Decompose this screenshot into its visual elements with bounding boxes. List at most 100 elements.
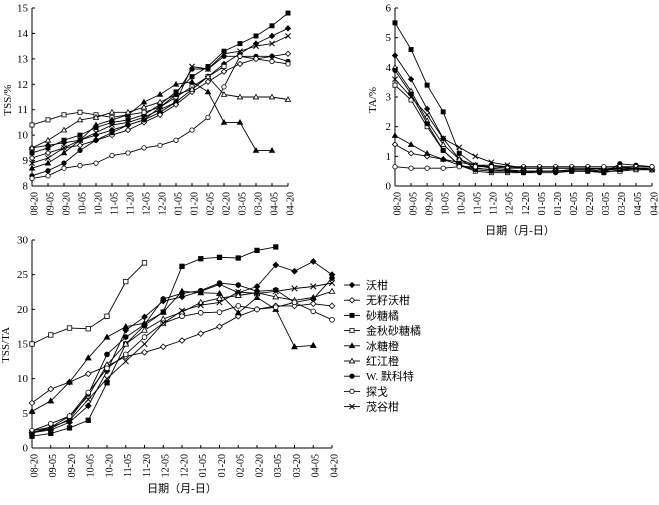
chart-ta-percent: 0 1 2 3 4 5 6 08-20 09-05 09-20 10-05 10-20 11-05 11-… [367, 3, 659, 238]
ta-data-point [440, 165, 446, 171]
tss-data-point [141, 114, 147, 121]
legend-marker [349, 312, 355, 318]
tss-x-tick-label: 01-05 [173, 192, 184, 215]
tss-data-point [189, 74, 195, 80]
ta-data-point [391, 132, 399, 138]
ratio-data-point [291, 267, 298, 275]
ta-data-point [392, 82, 398, 88]
ratio-data-point [291, 285, 298, 292]
ratio-data-point [29, 341, 35, 347]
ratio-data-point [103, 333, 111, 340]
ratio-x-tick-label: 09-20 [67, 454, 78, 477]
tss-data-point [220, 119, 228, 125]
ratio-data-point [28, 407, 36, 414]
ta-x-tick-label: 02-05 [569, 192, 580, 215]
tss-data-point [29, 150, 35, 156]
ratio-data-point [216, 299, 223, 306]
tss-data-point [204, 88, 212, 95]
ratio-data-point [66, 425, 73, 431]
ta-data-point [488, 164, 494, 170]
ratio-data-point [122, 351, 129, 358]
ta-data-point [616, 165, 623, 172]
tss-data-point [220, 91, 228, 97]
ta-data-point [455, 155, 463, 162]
ratio-x-axis-label: 日期（月-日） [147, 482, 217, 495]
tss-data-point [28, 164, 36, 171]
tss-data-point [189, 127, 195, 133]
legend-marker [349, 373, 355, 379]
ratio-data-point [179, 263, 185, 269]
tss-data-point [189, 63, 195, 70]
ratio-data-point [216, 309, 223, 315]
ta-data-point [536, 170, 543, 176]
ratio-x-tick-label: 01-05 [198, 454, 209, 477]
ratio-x-tick-label: 09-05 [48, 454, 59, 477]
ta-series-0 [391, 52, 656, 175]
tss-x-tick-label: 09-20 [61, 192, 72, 215]
ta-data-point [423, 149, 431, 156]
tss-data-point [205, 114, 211, 120]
ratio-data-point [235, 288, 242, 296]
ta-data-point [536, 165, 543, 172]
tss-series-7 [29, 53, 291, 181]
ratio-data-point [141, 321, 148, 328]
ratio-data-point [253, 293, 261, 301]
tss-data-point [205, 66, 211, 72]
ratio-data-point [104, 313, 110, 319]
ta-data-point [408, 47, 414, 53]
chart-tss-percent: 8 9 10 11 12 13 14 15 08-20 09-05 09-20 10-05 10-20 1… [2, 3, 296, 216]
legend-label: W. 默科特 [366, 369, 414, 383]
ratio-data-point [160, 320, 167, 327]
tss-data-point [252, 146, 260, 153]
ta-data-point [553, 170, 559, 176]
ratio-data-point [85, 389, 92, 396]
ta-data-point [407, 141, 415, 147]
tss-data-point [269, 53, 275, 59]
ta-data-point [439, 141, 447, 147]
ta-data-point [600, 166, 607, 173]
tss-data-point [269, 58, 275, 65]
tss-data-point [60, 149, 68, 156]
legend-label: 探戈 [366, 385, 388, 398]
ratio-data-point [123, 278, 129, 285]
ratio-x-tick-label: 01-20 [217, 454, 228, 477]
ratio-data-point [273, 244, 279, 250]
tss-data-point [188, 85, 196, 92]
ta-x-tick-label: 10-05 [440, 192, 451, 215]
tss-data-point [221, 50, 227, 57]
ta-y-tick-label: 5 [386, 32, 392, 44]
legend-label: 茂谷柑 [366, 400, 399, 414]
tss-data-point [124, 108, 132, 115]
tss-data-point [268, 32, 276, 40]
tss-y-axis-label: TSS/% [2, 84, 14, 115]
tss-series-0 [28, 25, 292, 152]
ratio-data-point [272, 261, 280, 269]
tss-series-line [31, 12, 289, 154]
ta-x-tick-label: 03-05 [601, 192, 612, 215]
ratio-data-point [309, 341, 317, 348]
ratio-data-point [197, 310, 204, 316]
tss-data-point [253, 33, 259, 39]
ta-data-point [601, 164, 607, 170]
tss-data-point [125, 119, 131, 126]
ta-x-tick-label: 01-20 [553, 192, 564, 215]
legend-item: W. 默科特 [344, 369, 414, 383]
legend-item: 红江橙 [344, 354, 399, 368]
ta-data-point [488, 159, 495, 166]
ta-series-line [394, 67, 652, 169]
tss-x-tick-label: 08-20 [29, 192, 40, 215]
ratio-data-point [84, 402, 92, 410]
tss-data-point [140, 98, 148, 105]
ratio-x-tick-label: 03-20 [292, 454, 303, 477]
tss-data-point [269, 23, 275, 29]
tss-data-point [61, 144, 67, 151]
tss-data-point [236, 60, 244, 68]
tss-data-point [285, 61, 291, 67]
ratio-data-point [235, 282, 242, 288]
ta-data-point [632, 165, 639, 172]
tss-data-point [237, 48, 243, 55]
ratio-series-7 [29, 299, 335, 434]
ratio-data-point [159, 343, 167, 351]
ratio-data-point [254, 306, 260, 313]
